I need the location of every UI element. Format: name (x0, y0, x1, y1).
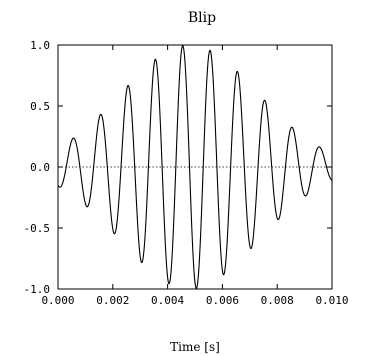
plot-area: 0.000 0.002 0.004 0.006 0.008 0.010 1.00.50.0… (24, 39, 349, 307)
x-tick-label: 0.002 (96, 294, 129, 307)
x-tick-label: 0.010 (315, 294, 348, 307)
y-tick-label: -1.0 (24, 283, 51, 296)
x-tick-label: 0.008 (261, 294, 294, 307)
y-axis-ticks: 1.0 0.5 0.0 -0.5 -1.0 (24, 39, 332, 296)
y-tick-label: 0.0 (30, 161, 50, 174)
y-tick-label: 1.0 (30, 39, 50, 52)
y-tick-label: 0.5 (30, 100, 50, 113)
x-axis-ticks: 0.000 0.002 0.004 0.006 0.008 0.010 (41, 45, 349, 307)
chart-title: Blip (188, 10, 216, 26)
x-tick-label: 0.006 (206, 294, 239, 307)
y-tick-label: -0.5 (24, 222, 51, 235)
x-axis-label: Time [s] (170, 340, 220, 354)
x-tick-label: 0.000 (41, 294, 74, 307)
x-tick-label: 0.004 (151, 294, 184, 307)
series-line (57, 44, 333, 290)
